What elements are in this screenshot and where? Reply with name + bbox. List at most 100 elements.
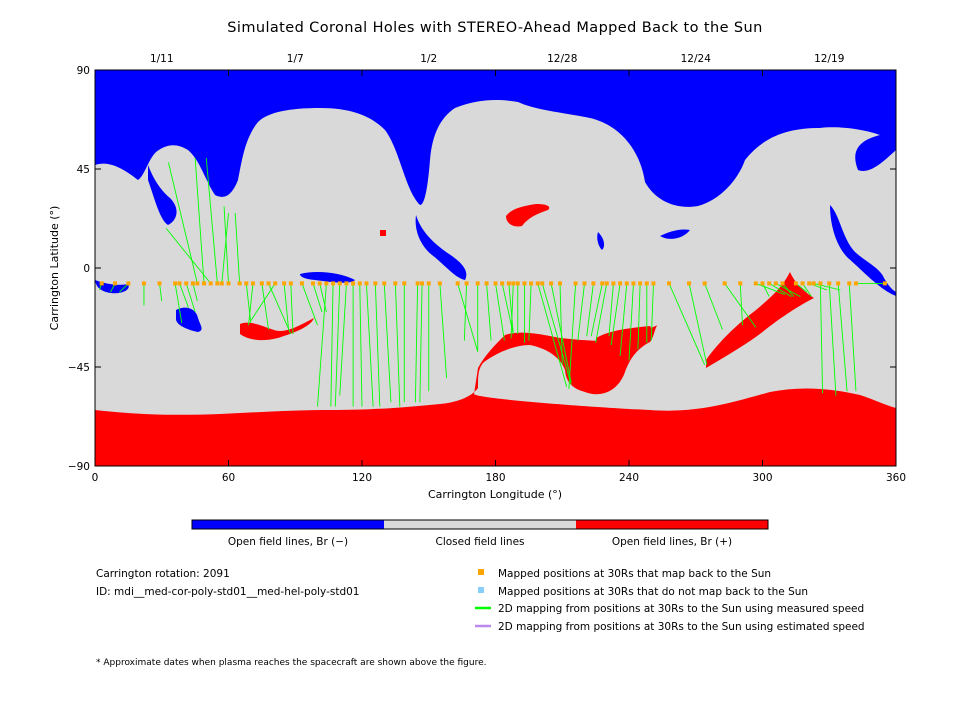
x-tick-label: 360 (886, 472, 906, 484)
mapping-line (739, 283, 743, 326)
mapped-point (202, 281, 207, 286)
mapping-line (159, 283, 163, 302)
mapped-point (437, 281, 442, 286)
mapping-line (419, 283, 423, 403)
mapped-point (382, 281, 387, 286)
mapping-line (283, 283, 290, 330)
y-tick-label: 90 (77, 65, 90, 77)
x-tick-label: 240 (619, 472, 639, 484)
mapping-line (312, 283, 323, 313)
mapped-point (464, 281, 469, 286)
mapped-point (259, 281, 264, 286)
mapping-line (637, 283, 641, 350)
red-patch-center (596, 326, 652, 345)
mapped-point (651, 281, 656, 286)
mapped-point (282, 281, 287, 286)
mapping-line (608, 283, 614, 337)
mapped-point (522, 281, 527, 286)
mapped-point (847, 281, 852, 286)
mapped-point (184, 281, 189, 286)
mapped-point (535, 281, 540, 286)
mapping-line (319, 283, 327, 313)
mapping-line (762, 283, 770, 297)
north-polar-coronal-hole (95, 70, 896, 207)
mapping-line (610, 283, 621, 346)
mapping-line (528, 283, 532, 341)
mapped-point (767, 281, 772, 286)
mapping-line (290, 283, 294, 335)
mapped-point (687, 281, 692, 286)
mapping-line (486, 283, 492, 341)
mapped-point (540, 281, 545, 286)
mapped-point (573, 281, 578, 286)
mapping-line (837, 283, 848, 392)
mapped-point (624, 281, 629, 286)
mapping-line (828, 283, 837, 396)
mapping-line (414, 283, 419, 403)
colorbar: Open field lines, Br (−) Closed field li… (191, 519, 769, 548)
blue-small-center (597, 232, 605, 250)
y-tick-label: −45 (68, 362, 90, 374)
legend: Mapped positions at 30Rs that map back t… (475, 568, 865, 633)
mapped-point (250, 281, 255, 286)
mapping-line (179, 283, 189, 308)
mapped-point (344, 281, 349, 286)
mapping-line (619, 283, 628, 357)
x-tick-label: 120 (352, 472, 372, 484)
blue-patch-right (830, 205, 896, 296)
mapped-point (807, 281, 812, 286)
mapped-point (324, 281, 329, 286)
mapped-point (638, 281, 643, 286)
red-region-right (706, 272, 814, 368)
mapping-line (782, 283, 794, 297)
mapped-point (177, 281, 182, 286)
mapping-layer (99, 157, 888, 407)
mapping-line (223, 206, 229, 284)
mapping-line (334, 283, 341, 407)
mapped-point (611, 281, 616, 286)
mapping-line (194, 157, 205, 284)
x-tick-label: 300 (752, 472, 772, 484)
mapped-point (529, 281, 534, 286)
date-tick-label: 1/11 (150, 53, 174, 65)
mapped-point (357, 281, 362, 286)
mapped-point (591, 281, 596, 286)
mapping-line (463, 283, 468, 341)
mapped-point (351, 281, 356, 286)
x-tick-label: 180 (485, 472, 505, 484)
mapped-point (126, 281, 131, 286)
mapped-point (273, 281, 278, 286)
mapping-line (185, 283, 196, 313)
mapping-line (268, 283, 292, 335)
model-id: ID: mdi__med-cor-poly-std01__med-hel-pol… (96, 586, 359, 598)
y-tick-label: 45 (77, 164, 90, 176)
mapped-point (549, 281, 554, 286)
y-axis-label: Carrington Latitude (°) (48, 206, 61, 331)
date-tick-label: 1/2 (420, 53, 437, 65)
mapped-point (644, 281, 649, 286)
mapped-point (600, 281, 605, 286)
mapped-point (173, 281, 178, 286)
mapping-line (205, 157, 218, 284)
mapped-point (760, 281, 765, 286)
mapping-line (394, 283, 401, 407)
legend-marker-mapped (478, 569, 484, 575)
mapped-point (738, 281, 743, 286)
x-tick-label: 60 (222, 472, 235, 484)
mapped-point (364, 281, 369, 286)
mapping-line (568, 283, 577, 390)
mapping-line (704, 283, 723, 330)
mapping-line (248, 283, 254, 326)
mapping-line (819, 283, 824, 394)
mapped-point (475, 281, 480, 286)
mapped-point (190, 281, 195, 286)
footnote: * Approximate dates when plasma reaches … (96, 658, 487, 668)
mapped-point (493, 281, 498, 286)
mapped-point (244, 281, 249, 286)
date-tick-label: 12/24 (681, 53, 712, 65)
y-tick-label: 0 (83, 263, 90, 275)
mapping-line (650, 283, 654, 341)
mapped-point (99, 281, 104, 286)
mapped-point (882, 281, 887, 286)
mapping-line (510, 283, 514, 339)
